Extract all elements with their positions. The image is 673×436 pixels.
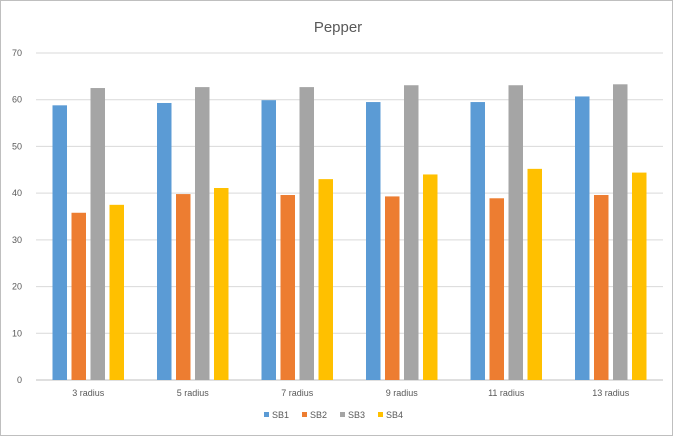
y-tick-label: 30 bbox=[12, 235, 22, 245]
bar-sb1-7-radius bbox=[261, 100, 276, 380]
y-tick-label: 60 bbox=[12, 95, 22, 105]
bar-sb3-11-radius bbox=[508, 85, 523, 381]
legend-swatch bbox=[302, 412, 307, 417]
y-tick-label: 70 bbox=[12, 48, 22, 58]
x-tick-label: 5 radius bbox=[177, 388, 210, 398]
y-tick-label: 50 bbox=[12, 141, 22, 151]
legend-swatch bbox=[340, 412, 345, 417]
bar-sb1-9-radius bbox=[366, 102, 381, 381]
bar-sb2-3-radius bbox=[71, 212, 86, 380]
legend: SB1 SB2 SB3 SB4 bbox=[264, 410, 403, 420]
bar-sb1-13-radius bbox=[575, 96, 590, 381]
y-tick-label: 40 bbox=[12, 188, 22, 198]
legend-label: SB1 bbox=[272, 410, 289, 420]
bar-sb2-9-radius bbox=[385, 196, 400, 380]
bar-sb4-7-radius bbox=[318, 179, 333, 380]
y-tick-label: 10 bbox=[12, 328, 22, 338]
bar-sb4-13-radius bbox=[632, 172, 647, 380]
bars bbox=[52, 84, 647, 381]
bar-sb3-5-radius bbox=[195, 87, 210, 380]
bar-sb3-3-radius bbox=[90, 88, 105, 381]
legend-swatch bbox=[264, 412, 269, 417]
x-tick-label: 13 radius bbox=[592, 388, 630, 398]
bar-sb2-13-radius bbox=[594, 195, 609, 380]
bar-sb3-13-radius bbox=[613, 84, 628, 380]
bar-sb4-3-radius bbox=[109, 204, 124, 380]
y-tick-label: 20 bbox=[12, 282, 22, 292]
legend-label: SB3 bbox=[348, 410, 365, 420]
x-tick-label: 3 radius bbox=[72, 388, 105, 398]
bar-sb4-11-radius bbox=[527, 168, 542, 380]
y-axis-ticks: 0 10 20 30 40 50 60 70 bbox=[12, 48, 22, 385]
bar-sb2-7-radius bbox=[280, 195, 295, 380]
legend-label: SB2 bbox=[310, 410, 327, 420]
x-axis-ticks: 3 radius 5 radius 7 radius 9 radius 11 radiu… bbox=[72, 388, 630, 398]
gridlines bbox=[36, 52, 663, 381]
bar-sb1-3-radius bbox=[52, 105, 67, 380]
x-tick-label: 7 radius bbox=[281, 388, 314, 398]
bar-sb2-11-radius bbox=[489, 198, 504, 380]
bar-sb4-9-radius bbox=[423, 174, 438, 380]
x-tick-label: 9 radius bbox=[386, 388, 419, 398]
bar-sb1-11-radius bbox=[470, 102, 485, 381]
bar-sb3-9-radius bbox=[404, 85, 419, 381]
bar-sb2-5-radius bbox=[176, 194, 191, 380]
bar-sb4-5-radius bbox=[214, 188, 229, 380]
chart-title: Pepper bbox=[314, 19, 362, 36]
y-tick-label: 0 bbox=[17, 375, 22, 385]
legend-swatch bbox=[378, 412, 383, 417]
bar-sb3-7-radius bbox=[299, 87, 314, 380]
bar-sb1-5-radius bbox=[157, 102, 172, 380]
legend-label: SB4 bbox=[386, 410, 403, 420]
x-tick-label: 11 radius bbox=[488, 388, 525, 398]
